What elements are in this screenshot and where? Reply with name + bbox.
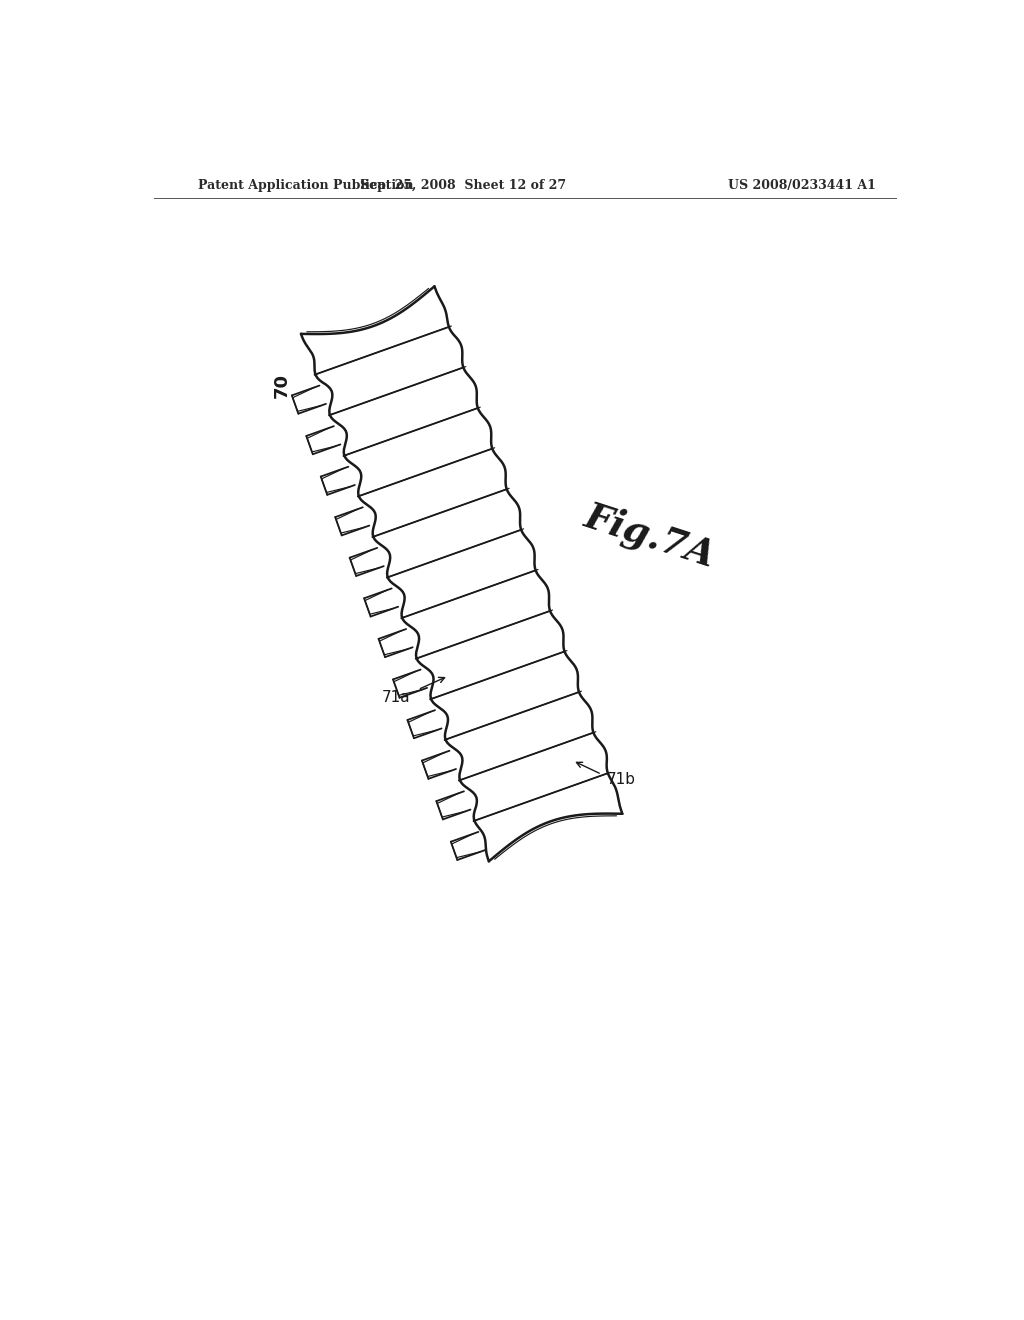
Text: Sep. 25, 2008  Sheet 12 of 27: Sep. 25, 2008 Sheet 12 of 27 (360, 178, 566, 191)
Text: US 2008/0233441 A1: US 2008/0233441 A1 (728, 178, 876, 191)
Text: 71a: 71a (382, 690, 410, 705)
Text: 70: 70 (273, 374, 291, 399)
Text: 71b: 71b (606, 772, 636, 787)
Text: Fig.7A: Fig.7A (581, 496, 721, 574)
Text: Patent Application Publication: Patent Application Publication (199, 178, 414, 191)
